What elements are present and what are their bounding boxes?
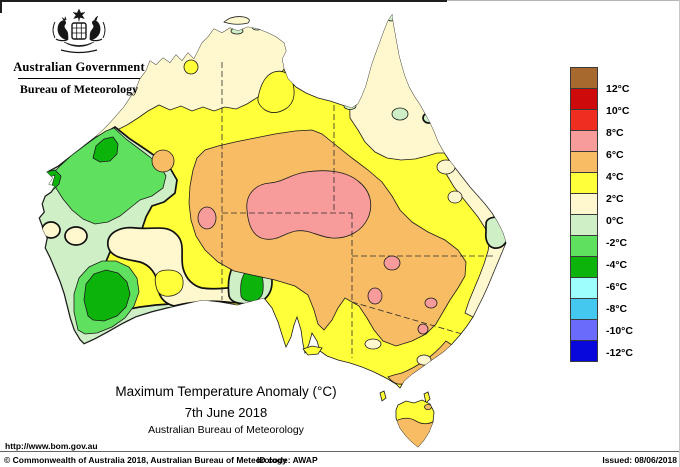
legend-swatch-12 bbox=[570, 319, 598, 341]
mint-oval-cairns bbox=[422, 112, 436, 124]
government-header: Australian Government Bureau of Meteorol… bbox=[6, 8, 152, 97]
legend-label-11: -10°C bbox=[606, 325, 633, 337]
header-rule bbox=[18, 78, 140, 79]
region-central-pink-core bbox=[246, 170, 372, 240]
legend-swatch-0 bbox=[570, 67, 598, 89]
legend-swatch-8 bbox=[570, 235, 598, 257]
region-southwest-core-green bbox=[83, 269, 131, 322]
legend-swatch-10 bbox=[570, 277, 598, 299]
melville-island bbox=[223, 16, 250, 25]
region-wa-cream-oval bbox=[64, 226, 88, 246]
footer-issued-date: Issued: 08/06/2018 bbox=[602, 455, 677, 465]
region-gulf-yellow-hump bbox=[257, 70, 295, 113]
pink-spot-nsw-1 bbox=[383, 255, 401, 271]
legend-swatch-7 bbox=[570, 214, 598, 236]
legend-swatch-9 bbox=[570, 256, 598, 278]
legend-label-7: -2°C bbox=[606, 237, 628, 249]
frame-edge-left-dark bbox=[0, 0, 2, 13]
legend-swatch-11 bbox=[570, 298, 598, 320]
cream-oval-qld-coast-1 bbox=[436, 159, 456, 175]
legend-label-3: 6°C bbox=[606, 149, 624, 161]
kangaroo-island bbox=[302, 345, 323, 356]
region-central-orange-belt bbox=[188, 129, 467, 347]
legend-label-12: -12°C bbox=[606, 347, 633, 359]
bureau-label: Bureau of Meteorology bbox=[19, 82, 139, 96]
legend-label-5: 2°C bbox=[606, 193, 624, 205]
mint-sliver-arnhem-3 bbox=[271, 27, 283, 35]
cream-oval-qld-coast-2 bbox=[447, 190, 463, 204]
map-title: Maximum Temperature Anomaly (°C) bbox=[115, 384, 337, 399]
region-sharkbay-cream-oval bbox=[41, 221, 61, 239]
cream-oval-vic-2 bbox=[416, 354, 432, 366]
australian-coat-of-arms-icon bbox=[52, 8, 106, 54]
footer-copyright: © Commonwealth of Australia 2018, Austra… bbox=[4, 455, 287, 465]
legend-label-6: 0°C bbox=[606, 215, 624, 227]
mint-sliver-arnhem-2 bbox=[251, 23, 263, 31]
pink-spot-nsw-2 bbox=[424, 297, 438, 309]
legend-label-0: 12°C bbox=[606, 83, 630, 95]
title-block: Maximum Temperature Anomaly (°C) 7th Jun… bbox=[40, 384, 412, 436]
legend-label-9: -6°C bbox=[606, 281, 628, 293]
bom-url: http://www.bom.gov.au bbox=[5, 441, 98, 451]
anomaly-legend: 12°C 10°C 8°C 6°C 4°C 2°C 0°C -2°C -4°C -6°C -8°C -… bbox=[570, 67, 680, 379]
pink-spot-wa-border bbox=[197, 206, 217, 230]
legend-swatch-5 bbox=[570, 172, 598, 194]
region-wa-yellow-pocket bbox=[154, 269, 184, 297]
legend-swatch-column bbox=[570, 67, 598, 362]
yellow-oval-topend bbox=[183, 59, 199, 75]
legend-label-1: 10°C bbox=[606, 105, 630, 117]
legend-label-4: 4°C bbox=[606, 171, 624, 183]
legend-label-2: 8°C bbox=[606, 127, 624, 139]
region-pilbara-core-green bbox=[92, 136, 119, 163]
map-attribution: Australian Bureau of Meteorology bbox=[148, 424, 304, 436]
legend-label-8: -4°C bbox=[606, 259, 628, 271]
frame-edge-top-dark bbox=[0, 0, 447, 2]
cream-oval-vic-1 bbox=[364, 338, 382, 350]
footer-divider bbox=[0, 451, 680, 452]
pink-spot-sa-nsw bbox=[367, 287, 383, 305]
legend-swatch-4 bbox=[570, 151, 598, 173]
mint-capeyork-tip bbox=[386, 15, 396, 22]
region-tasmania-ne-orange bbox=[424, 404, 432, 410]
region-nsw-coast-mint bbox=[484, 216, 506, 249]
frame-edge-top-light bbox=[447, 0, 680, 1]
legend-swatch-3 bbox=[570, 130, 598, 152]
legend-label-10: -8°C bbox=[606, 303, 628, 315]
legend-swatch-1 bbox=[570, 88, 598, 110]
mint-oval-qld-1 bbox=[391, 107, 409, 121]
government-label: Australian Government bbox=[13, 60, 145, 74]
legend-swatch-6 bbox=[570, 193, 598, 215]
flinders-island bbox=[423, 391, 431, 404]
map-date: 7th June 2018 bbox=[184, 405, 268, 420]
legend-swatch-13 bbox=[570, 340, 598, 362]
region-orange-spot-wa bbox=[151, 149, 175, 173]
border-nsw-vic bbox=[351, 301, 463, 335]
king-island bbox=[379, 390, 387, 402]
footer-id-code: ID code: AWAP bbox=[257, 455, 318, 465]
legend-swatch-2 bbox=[570, 109, 598, 131]
region-pilbara-midgreen bbox=[49, 127, 167, 225]
pink-spot-nsw-3 bbox=[417, 323, 429, 335]
region-capeyork-cream bbox=[347, 15, 448, 161]
